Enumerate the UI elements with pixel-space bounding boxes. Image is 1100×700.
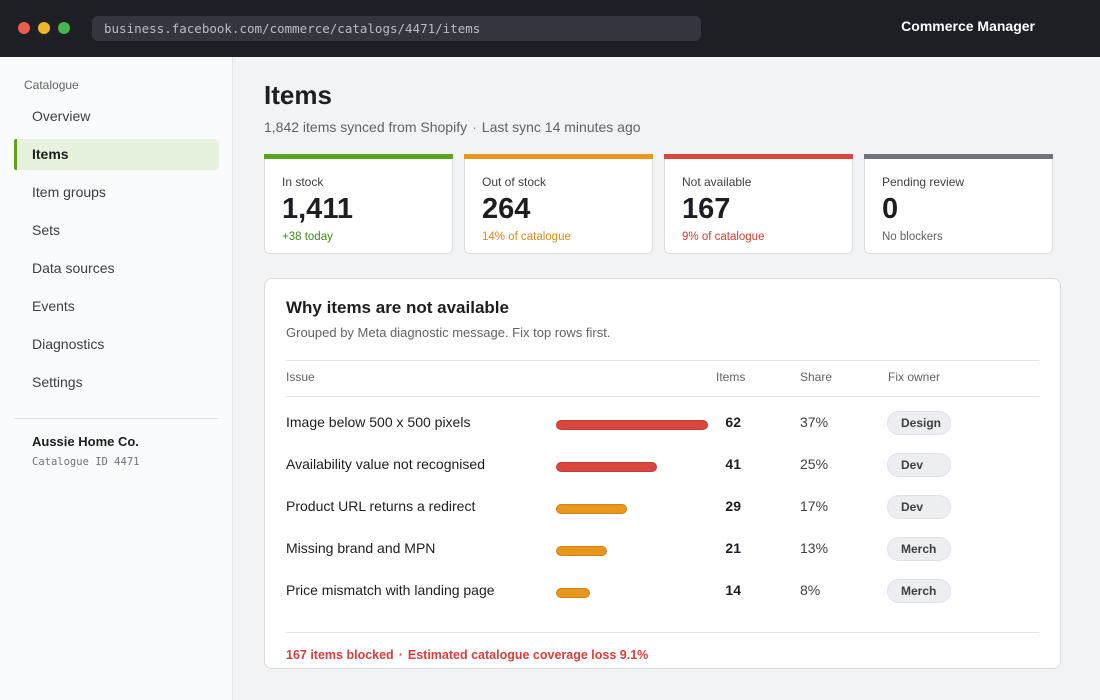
subtitle-separator: · xyxy=(472,119,477,135)
sidebar-item-item-groups[interactable]: Item groups xyxy=(32,184,106,200)
fix-owner-badge[interactable]: Design xyxy=(887,411,951,435)
sidebar-item-items[interactable]: Items xyxy=(14,139,219,170)
issue-share: 13% xyxy=(800,540,829,556)
stat-card-pending-review: Pending review 0 No blockers xyxy=(864,154,1053,254)
sidebar-item-diagnostics[interactable]: Diagnostics xyxy=(32,336,105,352)
stat-value: 264 xyxy=(482,193,531,225)
sidebar-item-settings[interactable]: Settings xyxy=(32,374,83,390)
last-sync-text: Last sync 14 minutes ago xyxy=(481,119,641,135)
sidebar-item-overview[interactable]: Overview xyxy=(32,108,91,124)
issue-item-count: 41 xyxy=(725,456,741,472)
stat-note: +38 today xyxy=(282,231,333,243)
stat-accent-bar xyxy=(464,154,653,159)
issue-share-bar xyxy=(556,588,590,598)
issue-item-count: 62 xyxy=(725,414,741,430)
maximize-window-button[interactable] xyxy=(58,22,70,34)
issue-text: Product URL returns a redirect xyxy=(286,498,476,514)
sidebar-item-data-sources[interactable]: Data sources xyxy=(32,260,115,276)
table-header-divider xyxy=(286,396,1039,397)
blocked-count-text: 167 items blocked xyxy=(286,648,394,662)
issue-share: 25% xyxy=(800,456,829,472)
table-row[interactable]: Availability value not recognised 41 25%… xyxy=(265,450,1060,492)
column-header-fix-owner: Fix owner xyxy=(888,370,941,384)
fix-owner-badge[interactable]: Dev xyxy=(887,453,951,477)
sidebar-divider xyxy=(14,418,219,419)
stat-note: 14% of catalogue xyxy=(482,231,571,243)
stat-value: 1,411 xyxy=(282,193,353,225)
issue-text: Availability value not recognised xyxy=(286,456,485,472)
issue-share-bar xyxy=(556,462,657,472)
issue-share: 17% xyxy=(800,498,829,514)
sidebar-item-sets[interactable]: Sets xyxy=(32,222,61,238)
issue-share: 37% xyxy=(800,414,829,430)
fix-owner-badge[interactable]: Merch xyxy=(887,579,951,603)
panel-subtitle: Grouped by Meta diagnostic message. Fix … xyxy=(286,325,611,340)
account-name: Aussie Home Co. xyxy=(32,434,139,449)
catalogue-id: Catalogue ID 4471 xyxy=(32,456,140,468)
table-row[interactable]: Missing brand and MPN 21 13% Merch xyxy=(265,534,1060,576)
sync-count-text: 1,842 items synced from Shopify xyxy=(264,119,468,135)
stat-card-out-of-stock: Out of stock 264 14% of catalogue xyxy=(464,154,653,254)
stat-note: No blockers xyxy=(882,231,943,243)
stat-label: Out of stock xyxy=(482,175,547,189)
sidebar: Catalogue Overview Items Item groups Set… xyxy=(0,57,233,700)
table-row[interactable]: Image below 500 x 500 pixels 62 37% Desi… xyxy=(265,408,1060,450)
stat-accent-bar xyxy=(264,154,453,159)
page-title: Items xyxy=(264,80,332,110)
issue-share-bar xyxy=(556,504,627,514)
address-bar[interactable]: business.facebook.com/commerce/catalogs/… xyxy=(92,16,701,41)
table-divider xyxy=(286,360,1039,361)
issue-item-count: 21 xyxy=(725,540,741,556)
issue-item-count: 29 xyxy=(725,498,741,514)
stat-label: Pending review xyxy=(882,175,965,189)
stat-label: In stock xyxy=(282,175,324,189)
table-row[interactable]: Price mismatch with landing page 14 8% M… xyxy=(265,576,1060,618)
fix-owner-badge[interactable]: Dev xyxy=(887,495,951,519)
footer-separator: · xyxy=(398,648,403,662)
sidebar-nav: Overview Items Item groups Sets Data sou… xyxy=(14,101,219,405)
minimize-window-button[interactable] xyxy=(38,22,50,34)
unavailable-reasons-panel: Why items are not available Grouped by M… xyxy=(264,278,1061,669)
coverage-loss-text: Estimated catalogue coverage loss 9.1% xyxy=(407,648,649,662)
issue-share-bar xyxy=(556,420,708,430)
sidebar-item-events[interactable]: Events xyxy=(32,298,75,314)
table-row[interactable]: Product URL returns a redirect 29 17% De… xyxy=(265,492,1060,534)
stat-note: 9% of catalogue xyxy=(682,231,765,243)
panel-footer-divider xyxy=(286,632,1039,633)
stat-card-not-available: Not available 167 9% of catalogue xyxy=(664,154,853,254)
column-header-issue: Issue xyxy=(286,370,315,384)
stat-card-in-stock: In stock 1,411 +38 today xyxy=(264,154,453,254)
blocked-summary: 167 items blocked · Estimated catalogue co… xyxy=(286,648,648,662)
column-header-items: Items xyxy=(716,370,746,384)
fix-owner-badge[interactable]: Merch xyxy=(887,537,951,561)
stat-accent-bar xyxy=(864,154,1053,159)
issue-share-bar xyxy=(556,546,607,556)
stat-accent-bar xyxy=(664,154,853,159)
close-window-button[interactable] xyxy=(18,22,30,34)
page-subtitle: 1,842 items synced from Shopify · Last syn… xyxy=(264,119,641,135)
issue-text: Missing brand and MPN xyxy=(286,540,436,556)
stat-value: 167 xyxy=(682,193,731,225)
window-titlebar: business.facebook.com/commerce/catalogs/… xyxy=(0,0,1100,57)
stat-label: Not available xyxy=(682,175,752,189)
issue-item-count: 14 xyxy=(725,582,741,598)
issue-text: Price mismatch with landing page xyxy=(286,582,495,598)
issue-share: 8% xyxy=(800,582,821,598)
sidebar-section-label: Catalogue xyxy=(24,78,79,92)
stat-value: 0 xyxy=(882,193,899,225)
panel-title: Why items are not available xyxy=(286,298,509,317)
app-title: Commerce Manager xyxy=(901,18,1035,34)
column-header-share: Share xyxy=(800,370,833,384)
issue-text: Image below 500 x 500 pixels xyxy=(286,414,471,430)
